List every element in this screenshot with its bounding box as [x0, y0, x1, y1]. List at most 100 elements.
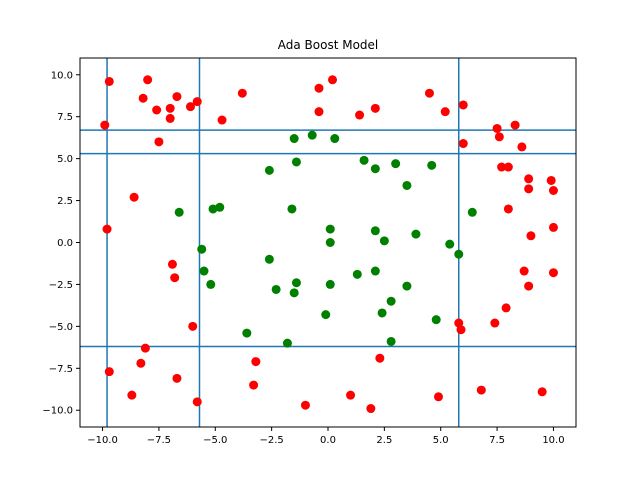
- scatter-point: [346, 390, 356, 400]
- scatter-point: [548, 186, 558, 196]
- scatter-point: [100, 120, 110, 130]
- scatter-point: [352, 269, 362, 279]
- scatter-point: [237, 88, 247, 98]
- scatter-point: [325, 238, 335, 247]
- scatter-point: [503, 162, 513, 172]
- scatter-point: [517, 142, 527, 152]
- y-tick-label: 0.0: [57, 238, 73, 249]
- scatter-point: [208, 204, 218, 214]
- scatter-point: [377, 308, 387, 318]
- scatter-point: [192, 397, 202, 407]
- scatter-point: [427, 160, 437, 170]
- scatter-point: [386, 336, 396, 346]
- y-tick-label: −5.0: [49, 322, 73, 333]
- scatter-point: [391, 159, 401, 169]
- scatter-point: [215, 202, 225, 212]
- x-tick-label: 2.5: [376, 435, 392, 446]
- scatter-point: [102, 224, 112, 234]
- scatter-point: [192, 97, 202, 107]
- scatter-point: [526, 231, 536, 241]
- scatter-point: [165, 113, 175, 123]
- scatter-point: [366, 404, 376, 414]
- scatter-point: [519, 266, 529, 276]
- scatter-point: [289, 288, 299, 298]
- scatter-point: [355, 110, 365, 120]
- scatter-point: [291, 278, 301, 288]
- x-tick-label: 7.5: [489, 435, 505, 446]
- scatter-point: [359, 155, 369, 165]
- scatter-point: [494, 132, 504, 142]
- scatter-point: [370, 226, 380, 236]
- y-tick-label: −7.5: [49, 364, 73, 375]
- scatter-point: [379, 236, 389, 246]
- scatter-point: [127, 390, 137, 400]
- scatter-point: [185, 102, 195, 112]
- scatter-point: [287, 204, 297, 214]
- data-points: [100, 75, 558, 414]
- scatter-point: [138, 93, 148, 103]
- scatter-point: [328, 75, 338, 85]
- scatter-point: [172, 373, 182, 383]
- scatter-point: [264, 165, 274, 175]
- scatter-point: [314, 83, 324, 93]
- x-tick-label: 0.0: [320, 435, 336, 446]
- scatter-point: [524, 281, 534, 291]
- scatter-point: [492, 123, 502, 133]
- scatter-point: [321, 310, 331, 320]
- scatter-point: [188, 321, 198, 331]
- scatter-point: [501, 303, 511, 313]
- x-tick-label: 10.0: [542, 435, 564, 446]
- scatter-point: [497, 162, 507, 172]
- scatter-point: [510, 120, 520, 130]
- scatter-point: [242, 328, 252, 338]
- scatter-point: [152, 105, 162, 115]
- scatter-point: [458, 100, 468, 110]
- scatter-point: [370, 164, 380, 174]
- scatter-point: [370, 266, 380, 276]
- scatter-point: [424, 88, 434, 98]
- x-axis: −10.0 −7.5 −5.0 −2.5 0.0 2.5 5.0 7.5 10.0: [87, 427, 565, 446]
- y-tick-label: 5.0: [57, 154, 73, 165]
- scatter-point: [172, 92, 182, 102]
- scatter-point: [129, 192, 139, 202]
- y-axis: −10.0 −7.5 −5.0 −2.5 0.0 2.5 5.0 7.5 10.0: [42, 70, 80, 417]
- scatter-point: [199, 266, 209, 276]
- scatter-point: [456, 325, 466, 335]
- scatter-point: [402, 180, 412, 190]
- scatter-point: [375, 353, 385, 363]
- scatter-point: [249, 380, 259, 390]
- scatter-point: [165, 103, 175, 113]
- scatter-point: [167, 259, 177, 269]
- x-tick-label: −10.0: [87, 435, 118, 446]
- scatter-point: [325, 279, 335, 289]
- scatter-point: [143, 75, 153, 85]
- x-tick-label: −5.0: [203, 435, 227, 446]
- x-tick-label: 5.0: [433, 435, 449, 446]
- scatter-point: [289, 134, 299, 144]
- scatter-point: [140, 343, 150, 353]
- y-tick-label: 2.5: [57, 196, 73, 207]
- y-tick-label: −10.0: [42, 406, 73, 417]
- scatter-point: [314, 107, 324, 117]
- scatter-point: [291, 157, 301, 167]
- scatter-point: [548, 222, 558, 232]
- chart-title: Ada Boost Model: [278, 38, 379, 52]
- scatter-point: [174, 207, 184, 217]
- scatter-point: [524, 174, 534, 184]
- scatter-point: [154, 137, 164, 147]
- y-tick-label: 7.5: [57, 112, 73, 123]
- scatter-point: [431, 315, 441, 325]
- scatter-point: [300, 400, 310, 410]
- scatter-point: [503, 204, 513, 214]
- scatter-point: [104, 367, 114, 377]
- scatter-point: [307, 130, 317, 140]
- scatter-point: [206, 279, 216, 289]
- scatter-point: [136, 358, 146, 368]
- scatter-point: [271, 284, 281, 294]
- scatter-point: [490, 318, 500, 328]
- scatter-point: [325, 224, 335, 234]
- scatter-point: [282, 338, 292, 348]
- scatter-point: [370, 103, 380, 113]
- scatter-point: [264, 254, 274, 264]
